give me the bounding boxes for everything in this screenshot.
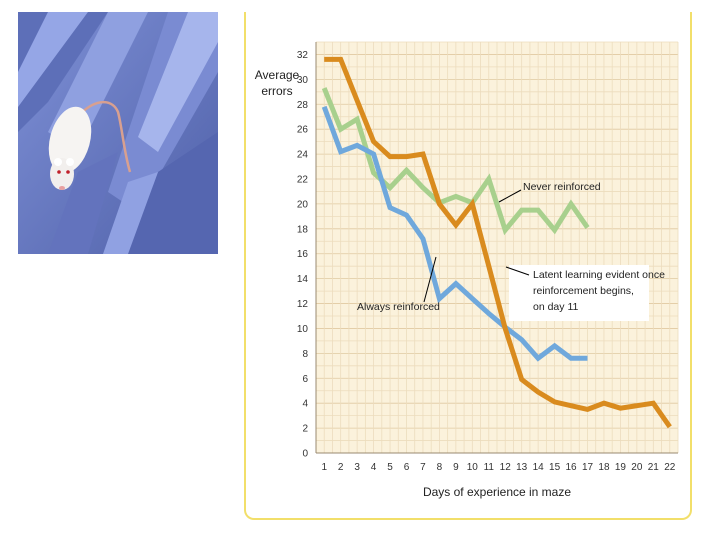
x-tick-label: 9 [453, 462, 459, 473]
x-tick-label: 22 [664, 462, 676, 473]
x-tick-label: 7 [420, 462, 426, 473]
y-tick-label: 24 [297, 150, 309, 161]
x-axis-label: Days of experience in maze [423, 485, 571, 499]
y-tick-label: 28 [297, 100, 309, 111]
y-tick-label: 12 [297, 299, 309, 310]
x-tick-label: 10 [467, 462, 479, 473]
latent-pointer [505, 266, 530, 276]
y-tick-label: 32 [297, 50, 309, 61]
y-tick-label: 18 [297, 224, 309, 235]
x-tick-label: 1 [321, 462, 327, 473]
chart-grid [315, 41, 679, 454]
x-axis-ticks: 1 2 3 4 5 6 7 8 9 10 11 12 13 14 15 16 17 18 19 20 21 22 [321, 462, 675, 473]
rat-in-maze-icon [18, 12, 218, 254]
latent-label-line3: on day 11 [533, 301, 579, 313]
never-reinforced-label: Never reinforced [523, 181, 601, 193]
x-tick-label: 20 [631, 462, 643, 473]
x-tick-label: 11 [484, 462, 495, 473]
x-tick-label: 4 [371, 462, 377, 473]
x-tick-label: 6 [404, 462, 410, 473]
always-reinforced-label: Always reinforced [357, 301, 440, 313]
x-tick-label: 13 [516, 462, 528, 473]
y-tick-label: 30 [297, 75, 309, 86]
y-tick-label: 2 [302, 424, 308, 435]
y-tick-label: 4 [302, 399, 308, 410]
latent-label-box [509, 265, 649, 321]
never-pointer [498, 189, 522, 203]
x-tick-label: 5 [387, 462, 393, 473]
series-line-2 [324, 56, 672, 429]
x-tick-label: 18 [598, 462, 610, 473]
x-tick-label: 17 [582, 462, 594, 473]
always-pointer [423, 256, 437, 303]
x-tick-label: 21 [648, 462, 660, 473]
rat-maze-photo [18, 12, 218, 254]
y-tick-label: 16 [297, 249, 309, 260]
latent-label-line1: Latent learning evident once [533, 269, 665, 281]
y-tick-label: 6 [302, 374, 308, 385]
y-tick-label: 10 [297, 324, 309, 335]
y-axis-label-line2: errors [261, 84, 292, 98]
y-tick-label: 0 [302, 449, 308, 460]
latent-label-line2: reinforcement begins, [533, 285, 634, 297]
y-tick-label: 8 [302, 349, 308, 360]
y-tick-label: 14 [297, 274, 309, 285]
y-axis-label-line1: Average [255, 68, 300, 82]
series-lines [321, 56, 672, 429]
x-tick-label: 14 [533, 462, 545, 473]
x-tick-label: 19 [615, 462, 627, 473]
x-tick-label: 15 [549, 462, 561, 473]
y-tick-label: 26 [297, 125, 309, 136]
x-tick-label: 8 [437, 462, 443, 473]
x-tick-label: 12 [500, 462, 512, 473]
y-tick-label: 20 [297, 199, 309, 210]
y-tick-label: 22 [297, 175, 309, 186]
x-tick-label: 3 [354, 462, 360, 473]
x-tick-label: 2 [338, 462, 344, 473]
chart-frame [244, 12, 692, 520]
x-tick-label: 16 [565, 462, 577, 473]
annotations: Never reinforced Always reinforced Laten… [357, 181, 665, 321]
